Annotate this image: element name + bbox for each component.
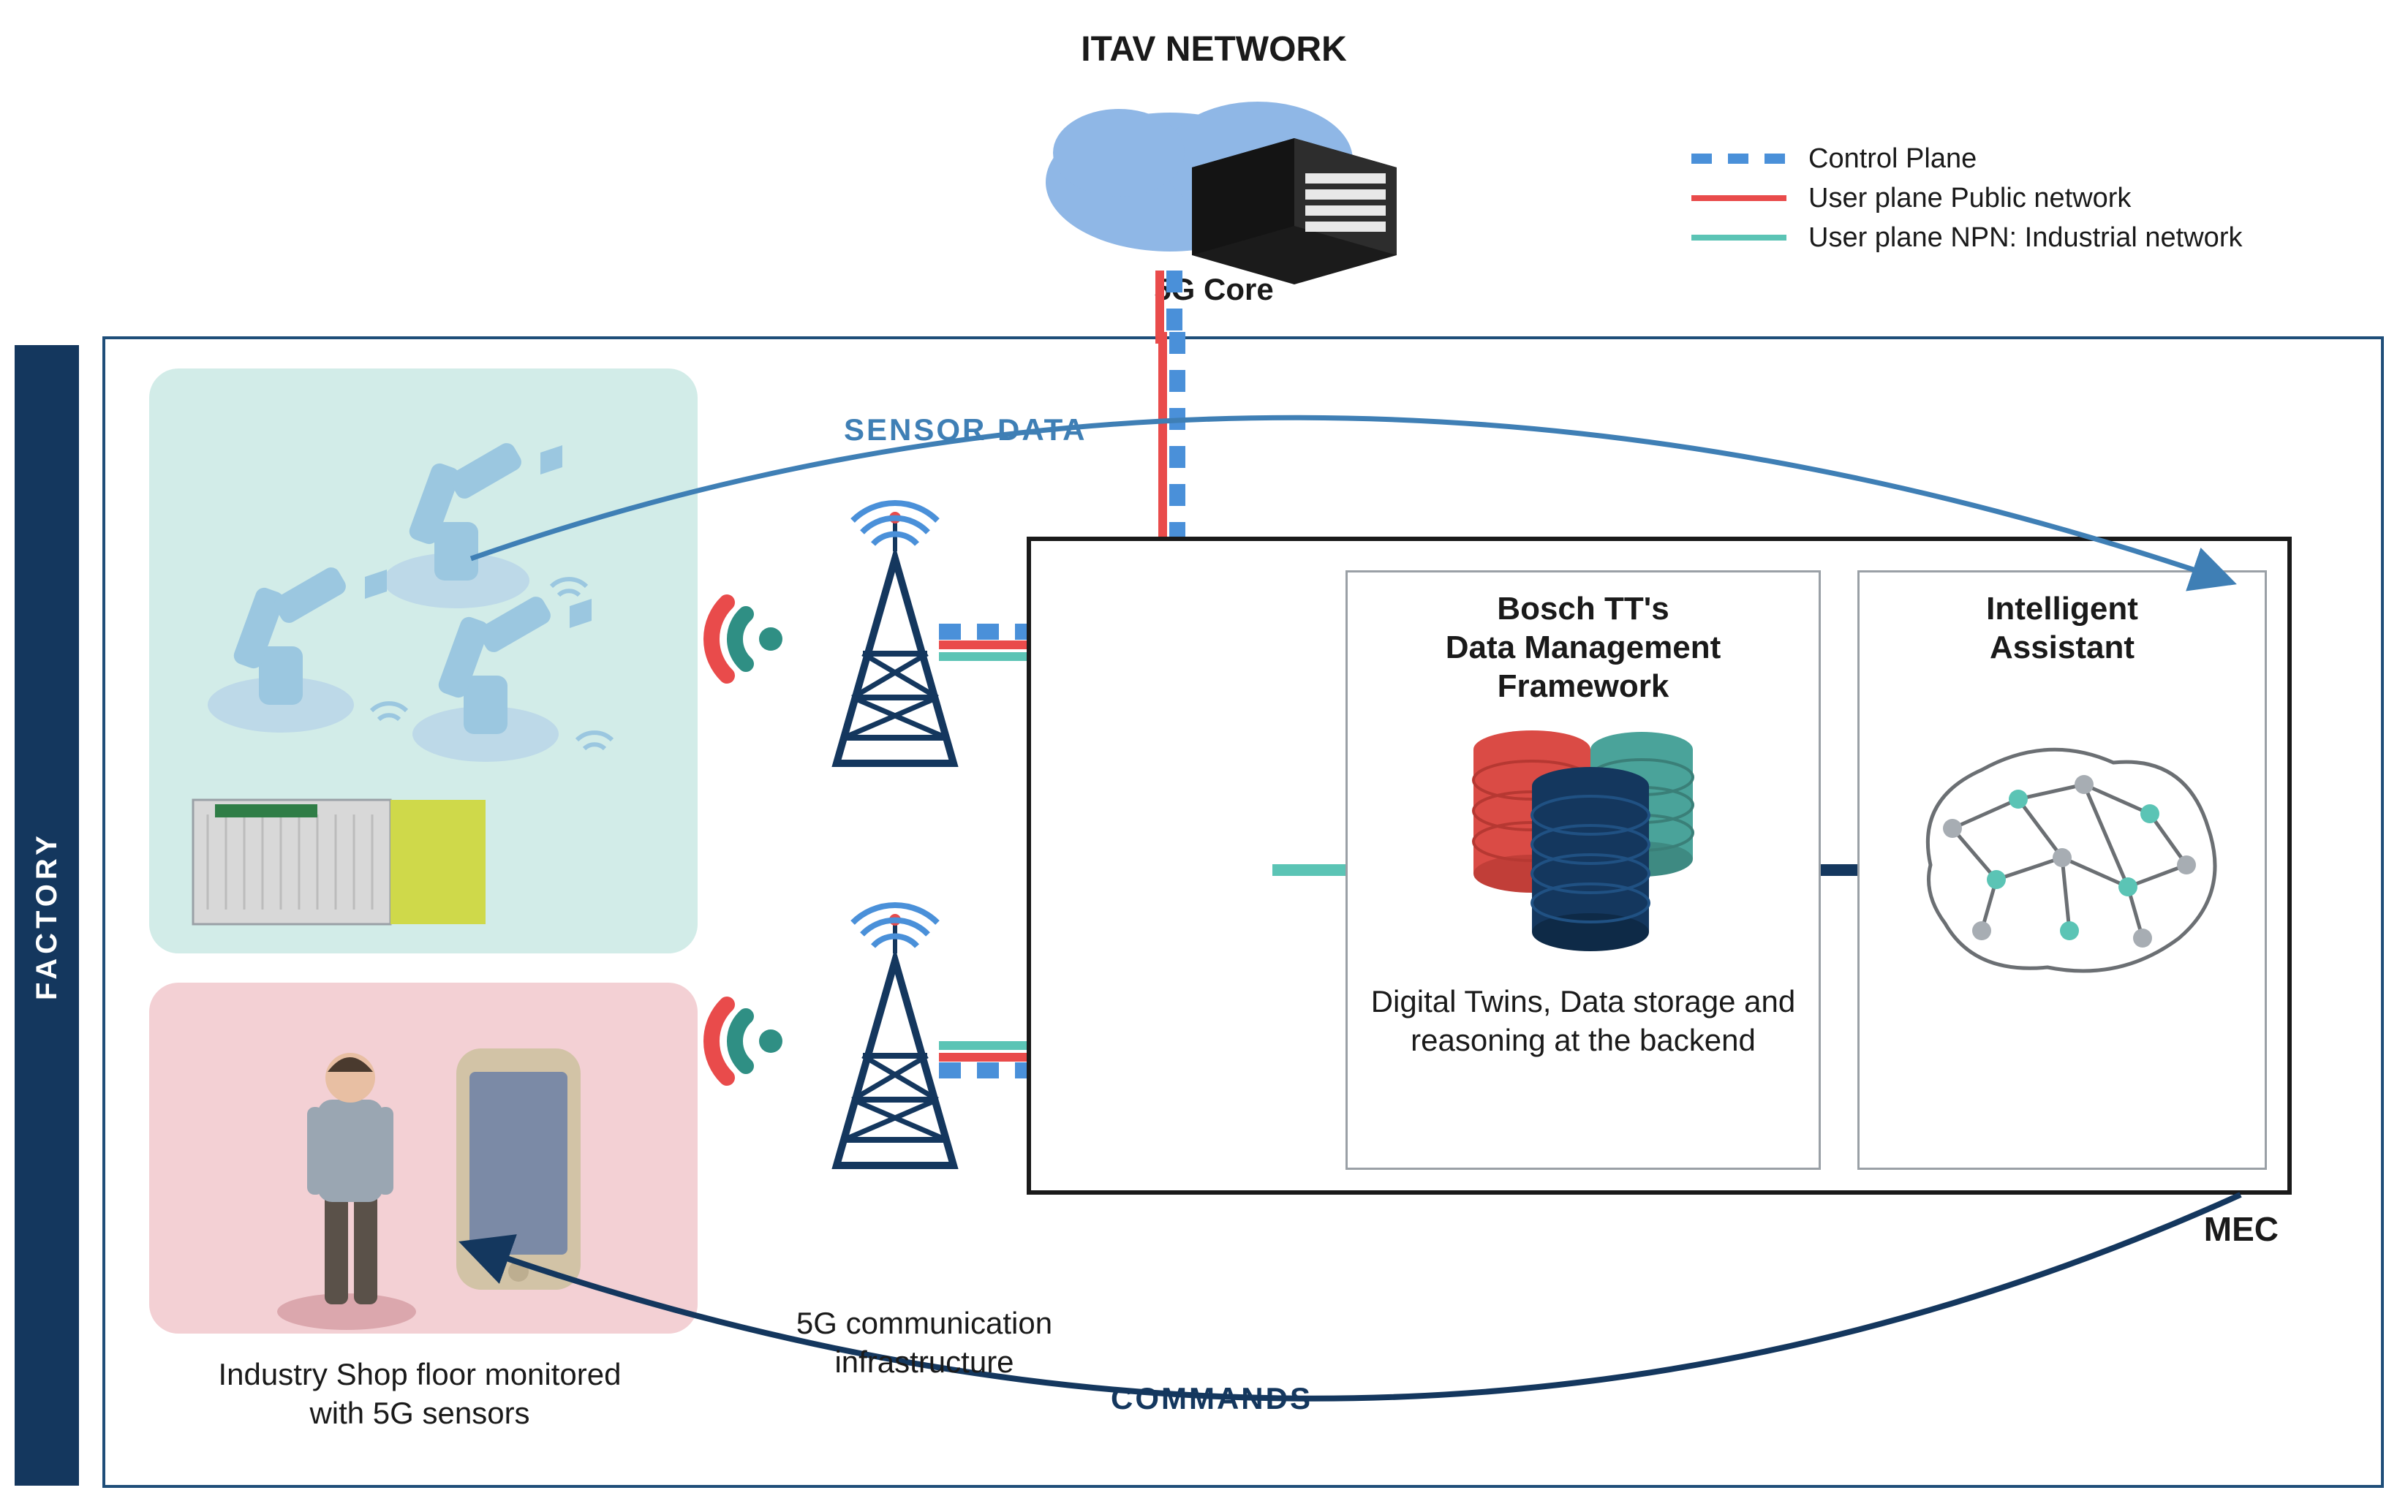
shopfloor-label: Industry Shop floor monitored with 5G se… bbox=[193, 1356, 646, 1432]
legend-label: User plane NPN: Industrial network bbox=[1808, 222, 2242, 254]
sensor-data-label: SENSOR DATA bbox=[844, 412, 1087, 447]
diagram-canvas: Control Plane User plane Public network … bbox=[0, 0, 2408, 1512]
intelligent-assistant-box: Intelligent Assistant bbox=[1857, 570, 2267, 1170]
data-mgmt-subtitle: Digital Twins, Data storage and reasonin… bbox=[1370, 983, 1797, 1059]
data-mgmt-box: Bosch TT's Data Management Framework bbox=[1345, 570, 1821, 1170]
data-mgmt-title-l2: Data Management bbox=[1370, 629, 1797, 668]
itav-network-block: ITAV NETWORK 5G Core bbox=[1024, 29, 1404, 307]
assistant-title-l2: Assistant bbox=[1882, 629, 2243, 668]
itav-title: ITAV NETWORK bbox=[1024, 29, 1404, 69]
legend-label: User plane Public network bbox=[1808, 183, 2131, 214]
legend-label: Control Plane bbox=[1808, 143, 1977, 175]
factory-sidebar: FACTORY bbox=[15, 345, 79, 1486]
core-link-top bbox=[1126, 271, 1214, 344]
cloud-server-icon bbox=[1024, 72, 1404, 262]
legend-item-control: Control Plane bbox=[1691, 139, 2350, 178]
legend-swatch-teal bbox=[1691, 235, 1786, 241]
commands-arc bbox=[412, 1165, 2387, 1473]
comm-infra-label: 5G communication infrastructure bbox=[734, 1304, 1114, 1381]
mec-container: Bosch TT's Data Management Framework bbox=[1027, 537, 2292, 1195]
brain-network-icon bbox=[1887, 711, 2238, 1018]
legend-swatch-dashed bbox=[1691, 154, 1786, 164]
legend-item-public: User plane Public network bbox=[1691, 178, 2350, 218]
factory-container: LBO UPF Bosch TT's Data Management Frame… bbox=[102, 336, 2384, 1488]
legend-item-npn: User plane NPN: Industrial network bbox=[1691, 218, 2350, 257]
data-mgmt-title-l3: Framework bbox=[1370, 668, 1797, 706]
legend: Control Plane User plane Public network … bbox=[1691, 139, 2350, 257]
factory-sidebar-label: FACTORY bbox=[31, 831, 64, 1000]
5g-core-label: 5G Core bbox=[1024, 272, 1404, 307]
sensor-data-arc bbox=[427, 368, 2401, 632]
database-stacks-icon bbox=[1430, 720, 1737, 969]
legend-swatch-red bbox=[1691, 195, 1786, 201]
commands-label: COMMANDS bbox=[1111, 1381, 1313, 1416]
